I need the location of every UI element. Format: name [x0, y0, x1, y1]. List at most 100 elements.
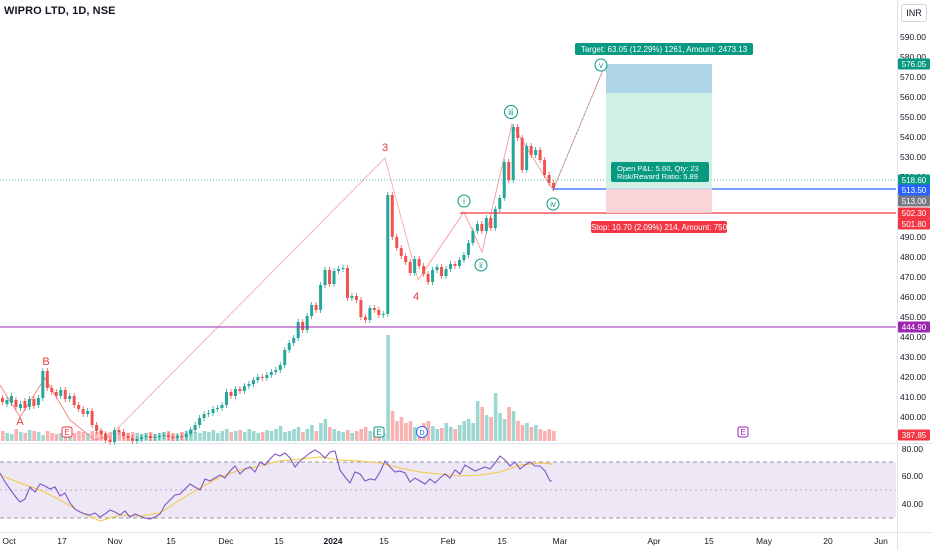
volume-bar: [9, 434, 14, 441]
candle-body: [350, 296, 354, 298]
candle-body: [121, 432, 125, 436]
candle-body: [529, 146, 533, 155]
currency-button[interactable]: INR: [901, 4, 927, 22]
volume-bar: [525, 423, 529, 441]
candle-body: [1, 398, 4, 402]
candle-body: [422, 266, 426, 274]
volume-bar: [238, 430, 243, 441]
candle-body: [377, 310, 381, 315]
volume-bar: [77, 431, 81, 441]
candle-body: [404, 256, 408, 262]
candle-body: [417, 259, 421, 266]
wave-label-iv: iv: [546, 197, 560, 211]
volume-bar: [72, 433, 77, 441]
candle-body: [104, 434, 108, 440]
candle-body: [126, 436, 130, 438]
earnings-marker-1[interactable]: E: [61, 426, 73, 438]
volume-bar: [386, 335, 390, 441]
candle-body: [466, 243, 470, 255]
candle-body: [552, 183, 556, 188]
volume-bar: [457, 425, 462, 441]
symbol-title[interactable]: WIPRO LTD, 1D, NSE: [4, 5, 116, 17]
candle-body: [211, 409, 215, 413]
price-axis[interactable]: 590.00 580.00 570.00 560.00 550.00 540.00 530.…: [900, 32, 926, 422]
volume-bar: [216, 433, 220, 441]
rsi-tick-label: 80.00: [902, 444, 924, 454]
volume-bar: [202, 431, 207, 441]
volume-bar: [511, 411, 516, 441]
wave-label-b: B: [42, 356, 49, 368]
price-tick-label: 430.00: [900, 352, 926, 362]
price-badge-label: 387.85: [902, 431, 927, 440]
candle-body: [538, 150, 542, 160]
volume-bar: [404, 423, 408, 441]
stop-zone[interactable]: [606, 189, 712, 213]
time-tick-label: 15: [497, 536, 507, 546]
volume-bar: [354, 431, 359, 441]
candle-body: [157, 436, 161, 437]
candle-body: [310, 305, 314, 316]
pnl-label-line1: Open P&L: 5.60, Qty: 23: [617, 164, 699, 173]
volume-bar: [310, 425, 314, 441]
time-axis[interactable]: Oct 17 Nov 15 Dec 15 2024 15 Feb 15 Mar Apr 15 May 20 J…: [2, 536, 888, 546]
wave-label-3: 3: [382, 142, 388, 154]
earnings-marker-1-box: [61, 426, 73, 438]
volume-bar: [251, 431, 256, 441]
dividend-marker[interactable]: D: [416, 426, 428, 438]
price-badge-box: [898, 58, 930, 70]
volume-bar: [489, 417, 493, 441]
rsi-ma-line: [0, 456, 553, 522]
candle-body: [148, 436, 152, 438]
wave-i-v-line: [417, 69, 604, 281]
volume-bar: [440, 428, 444, 441]
volume-bar: [538, 429, 543, 441]
volume-bar: [242, 432, 247, 441]
volume-bar: [18, 432, 23, 441]
volume-bar: [363, 427, 368, 441]
volume-bar: [45, 431, 50, 441]
volume-bar: [444, 423, 449, 441]
earnings-marker-3[interactable]: E: [737, 426, 749, 438]
volume-bar: [296, 427, 301, 441]
rsi-tick-label: 40.00: [902, 499, 924, 509]
candle-body: [381, 314, 385, 315]
candle-body: [59, 390, 63, 396]
volume-bar: [319, 423, 323, 441]
price-badge-box: [898, 184, 930, 196]
target-zone[interactable]: [606, 64, 712, 93]
candle-body: [444, 269, 448, 276]
candle-body: [386, 195, 390, 314]
candle-body: [332, 271, 336, 284]
candle-body: [337, 269, 340, 271]
price-tick-label: 570.00: [900, 72, 926, 82]
volume-bar: [399, 417, 404, 441]
candle-body: [283, 350, 287, 365]
wave-3-4-line: [109, 157, 419, 437]
volume-bar: [269, 431, 274, 441]
candle-body: [238, 389, 242, 391]
candle-body: [198, 418, 202, 425]
candle-body: [511, 127, 515, 180]
volume-bar: [50, 433, 54, 441]
candle-body: [153, 437, 157, 438]
candle-body: [292, 338, 296, 343]
volume-bar: [301, 432, 305, 441]
price-badge-label: 513.00: [902, 197, 927, 206]
volume-bar: [90, 431, 95, 441]
volume-bar: [27, 430, 32, 441]
volume-bar: [256, 433, 260, 441]
volume-bar: [229, 432, 234, 441]
volume-bar: [390, 411, 395, 441]
candle-body: [534, 150, 538, 155]
candle-body: [413, 259, 417, 273]
time-tick-label: 15: [166, 536, 176, 546]
earnings-marker-3-text: E: [740, 428, 745, 437]
volume-bar: [292, 429, 296, 441]
candle-body: [328, 270, 332, 284]
volume-bar: [395, 421, 399, 441]
earnings-marker-2[interactable]: E: [373, 426, 385, 438]
price-tick-label: 410.00: [900, 392, 926, 402]
volume-bar: [220, 431, 225, 441]
wave-text-v: v: [599, 61, 603, 70]
